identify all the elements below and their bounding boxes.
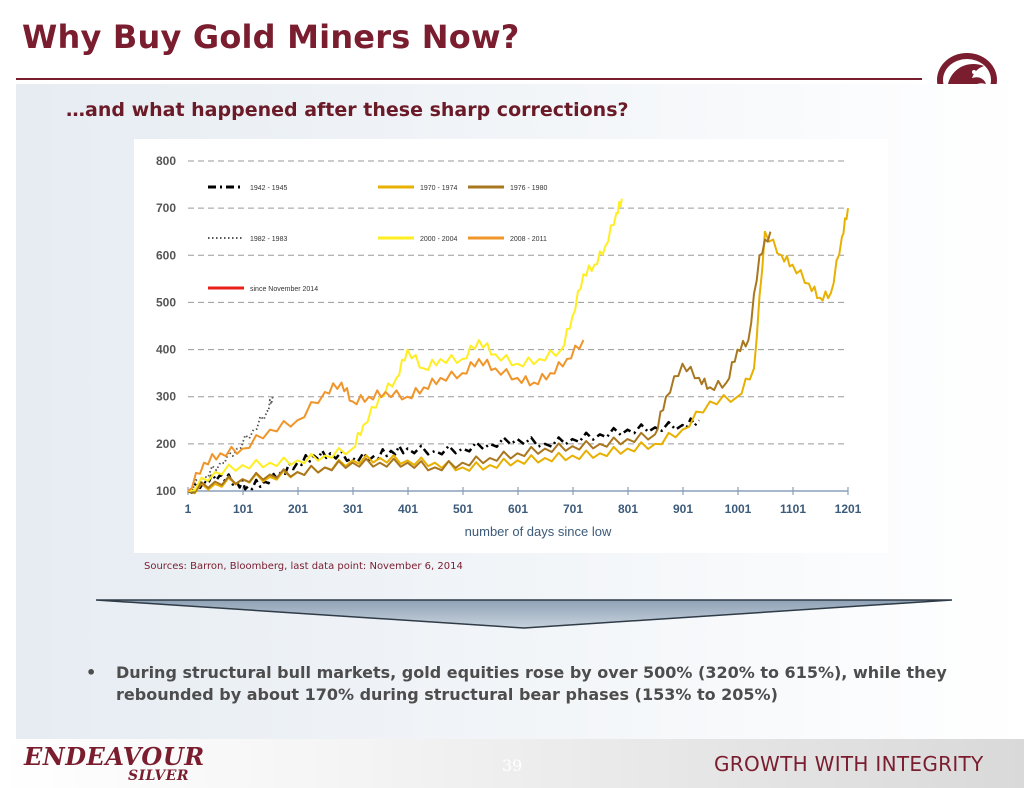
footer-bar: [0, 739, 1024, 788]
chart-panel: 100 200 300 400 500 600 700 800 1 101 201 301 401 501…: [134, 139, 888, 553]
series-line-0: [187, 417, 700, 494]
down-chevron-divider: [96, 599, 952, 629]
x-tick-label-501: 501: [453, 502, 473, 516]
x-tick-label-1: 1: [185, 502, 192, 516]
legend-label-6: since November 2014: [250, 286, 318, 293]
tagline: GROWTH WITH INTEGRITY: [714, 752, 984, 776]
x-axis-label: number of days since low: [465, 524, 612, 539]
y-tick-label-500: 500: [156, 295, 176, 309]
slide-subtitle: …and what happened after these sharp cor…: [66, 99, 629, 121]
x-tick-label-1001: 1001: [725, 502, 752, 516]
bullet-text: During structural bull markets, gold equ…: [116, 663, 947, 704]
x-tick-label-301: 301: [343, 502, 363, 516]
x-tick-label-1201: 1201: [835, 502, 862, 516]
y-tick-label-400: 400: [156, 343, 176, 357]
series-line-1: [187, 207, 849, 495]
source-note: Sources: Barron, Bloomberg, last data po…: [144, 561, 463, 572]
legend-label-4: 2000 - 2004: [420, 236, 457, 243]
legend-label-0: 1942 - 1945: [250, 185, 287, 192]
y-tick-label-100: 100: [156, 484, 176, 498]
brand-name-line1: ENDEAVOUR: [24, 742, 205, 771]
bullet-marker: •: [86, 663, 97, 682]
legend-label-5: 2008 - 2011: [510, 236, 547, 243]
y-tick-label-800: 800: [156, 154, 176, 168]
legend-label-2: 1976 - 1980: [510, 185, 547, 192]
y-tick-label-700: 700: [156, 201, 176, 215]
x-tick-label-101: 101: [233, 502, 253, 516]
legend-label-3: 1982 - 1983: [250, 236, 287, 243]
brand-name-line2: SILVER: [128, 768, 190, 784]
x-tick-label-801: 801: [618, 502, 638, 516]
y-tick-label-300: 300: [156, 390, 176, 404]
x-tick-label-201: 201: [288, 502, 308, 516]
slide-title: Why Buy Gold Miners Now?: [22, 18, 520, 56]
legend-label-1: 1970 - 1974: [420, 185, 457, 192]
series-line-5: [187, 339, 585, 492]
x-tick-label-401: 401: [398, 502, 418, 516]
x-tick-label-701: 701: [563, 502, 583, 516]
series-line-4: [187, 198, 623, 492]
y-tick-label-600: 600: [156, 248, 176, 262]
title-divider: [16, 78, 922, 80]
series-line-2: [187, 231, 772, 494]
series-line-3: [187, 396, 274, 493]
page-number: 39: [502, 756, 523, 775]
x-tick-label-901: 901: [673, 502, 693, 516]
x-tick-label-1101: 1101: [780, 502, 806, 516]
x-tick-label-601: 601: [508, 502, 528, 516]
y-tick-label-200: 200: [156, 437, 176, 451]
